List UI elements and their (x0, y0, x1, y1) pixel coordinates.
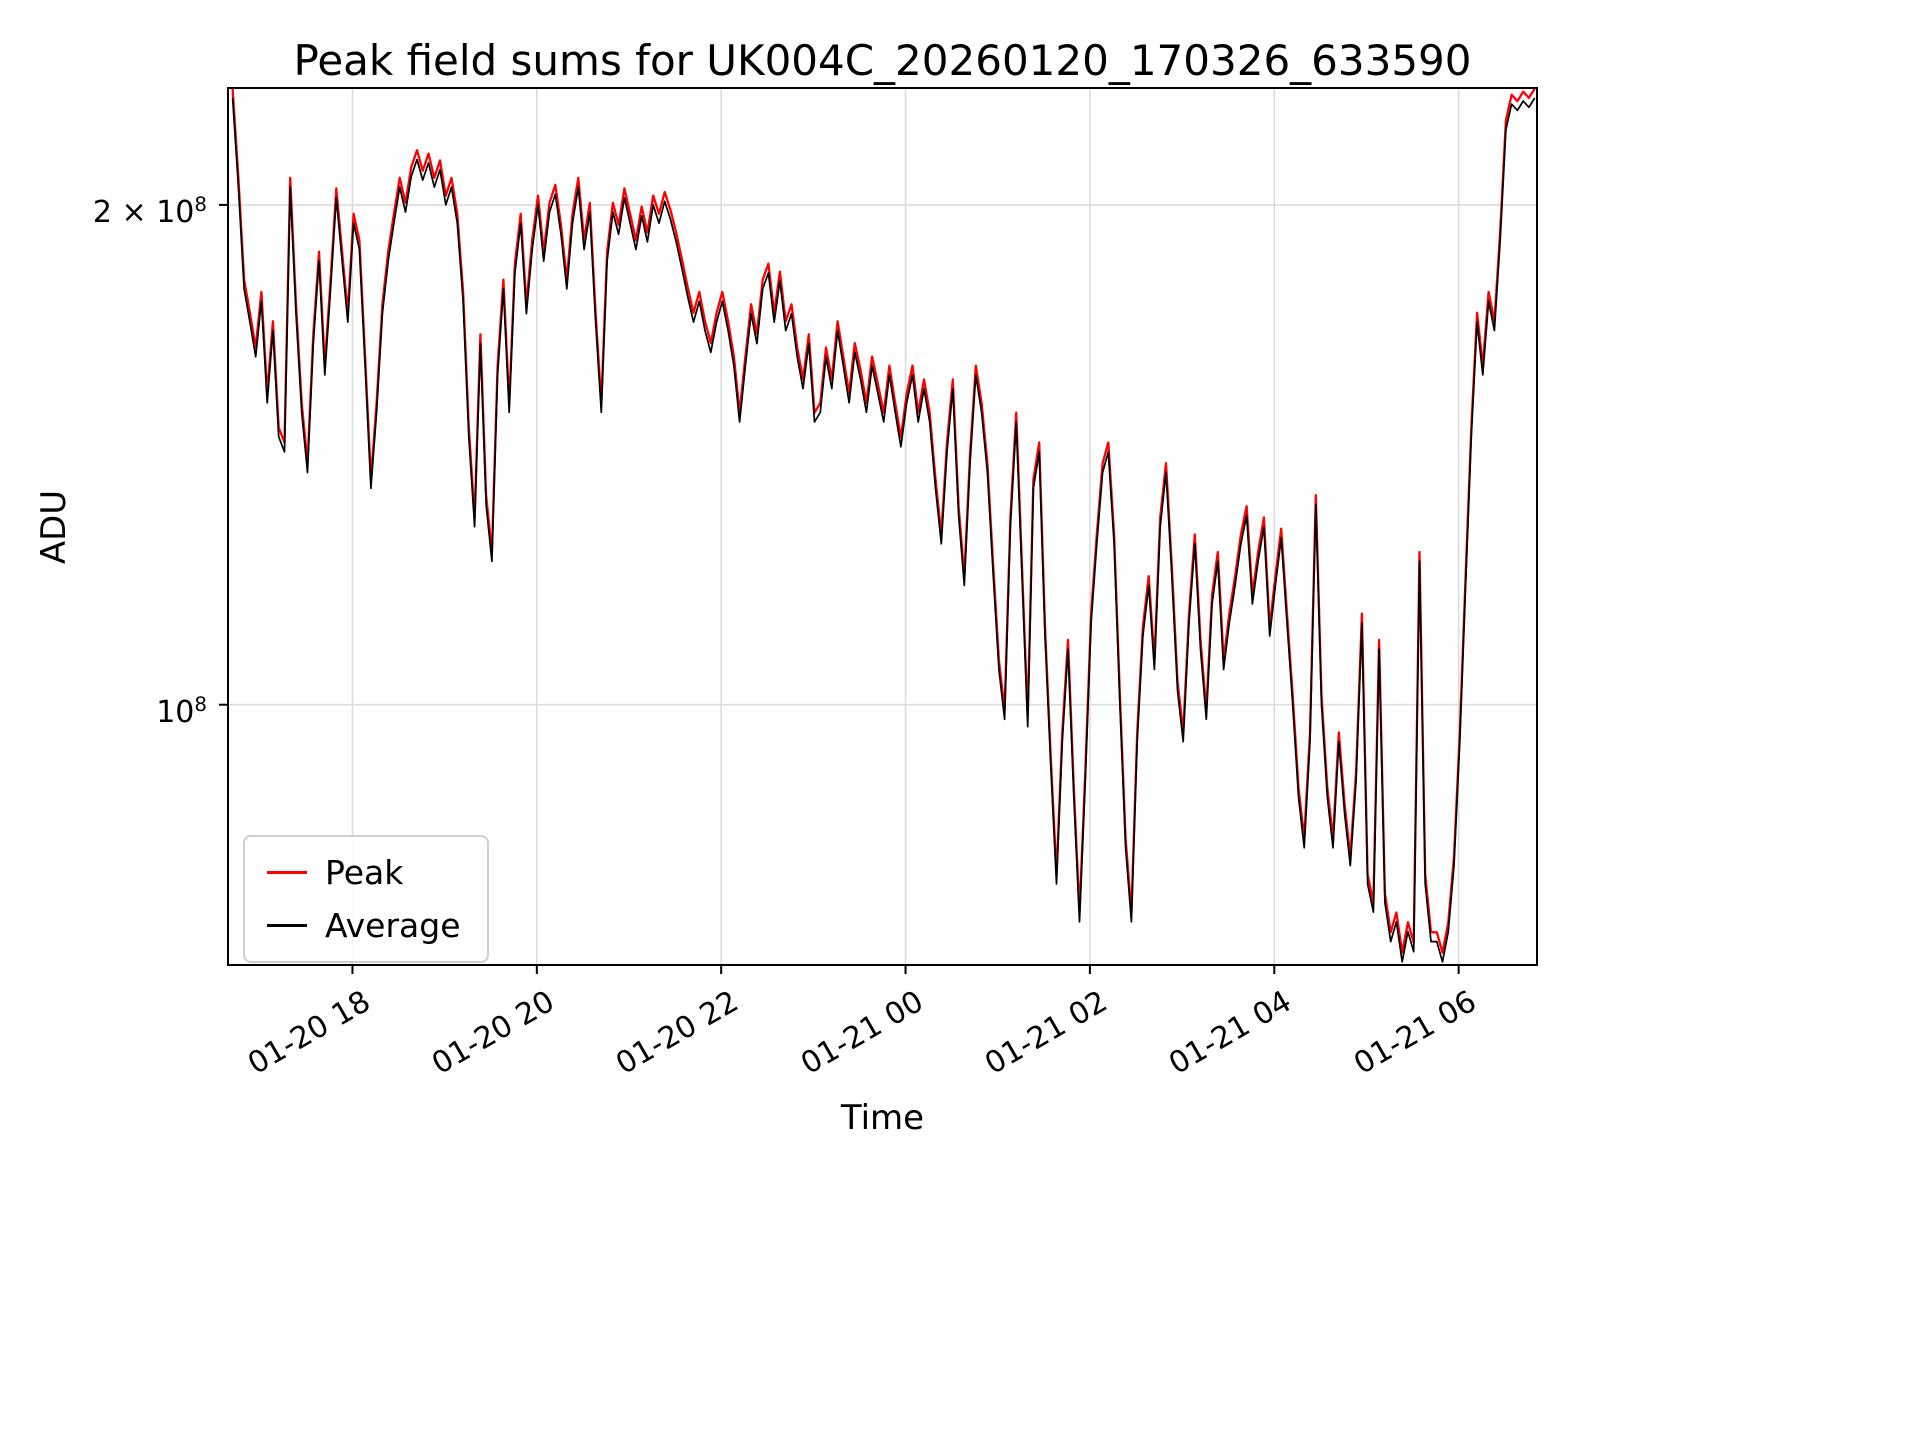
chart-title: Peak field sums for UK004C_20260120_1703… (293, 36, 1472, 85)
y-tick-label: 2 × 108 (92, 192, 207, 230)
legend-entry-peak: Peak (267, 853, 461, 892)
legend-label-peak: Peak (325, 853, 404, 892)
axes-frame (227, 87, 1538, 966)
average-line (231, 97, 1536, 963)
peak-line-swatch (267, 871, 307, 874)
x-axis-label: Time (840, 1098, 925, 1138)
legend-entry-average: Average (267, 906, 461, 945)
legend: Peak Average (243, 835, 489, 963)
average-line-swatch (267, 924, 307, 927)
legend-label-average: Average (325, 906, 461, 945)
y-axis-label: ADU (34, 489, 74, 565)
peak-line (231, 87, 1536, 954)
y-tick-label: 108 (156, 692, 207, 730)
